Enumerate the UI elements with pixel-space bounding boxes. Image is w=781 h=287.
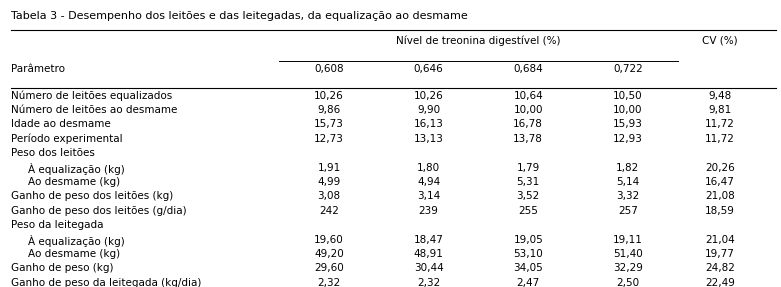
Text: 4,94: 4,94 bbox=[417, 177, 440, 187]
Text: 19,60: 19,60 bbox=[314, 234, 344, 245]
Text: 13,78: 13,78 bbox=[513, 134, 543, 144]
Text: 5,31: 5,31 bbox=[516, 177, 540, 187]
Text: 10,26: 10,26 bbox=[314, 91, 344, 101]
Text: 20,26: 20,26 bbox=[704, 163, 735, 173]
Text: 5,14: 5,14 bbox=[616, 177, 640, 187]
Text: 13,13: 13,13 bbox=[414, 134, 444, 144]
Text: 10,26: 10,26 bbox=[414, 91, 444, 101]
Text: 3,14: 3,14 bbox=[417, 191, 440, 201]
Text: Peso da leitegada: Peso da leitegada bbox=[11, 220, 103, 230]
Text: 21,08: 21,08 bbox=[704, 191, 735, 201]
Text: 19,05: 19,05 bbox=[513, 234, 543, 245]
Text: 242: 242 bbox=[319, 206, 339, 216]
Text: 2,32: 2,32 bbox=[317, 278, 341, 287]
Text: Ganho de peso dos leitões (g/dia): Ganho de peso dos leitões (g/dia) bbox=[11, 206, 187, 216]
Text: 9,81: 9,81 bbox=[708, 105, 731, 115]
Text: 22,49: 22,49 bbox=[704, 278, 735, 287]
Text: 15,93: 15,93 bbox=[613, 119, 643, 129]
Text: Ganho de peso da leitegada (kg/dia): Ganho de peso da leitegada (kg/dia) bbox=[11, 278, 201, 287]
Text: 0,722: 0,722 bbox=[613, 64, 643, 74]
Text: 10,00: 10,00 bbox=[513, 105, 543, 115]
Text: 4,99: 4,99 bbox=[317, 177, 341, 187]
Text: 1,79: 1,79 bbox=[516, 163, 540, 173]
Text: Nível de treonina digestível (%): Nível de treonina digestível (%) bbox=[396, 35, 561, 46]
Text: Ganho de peso (kg): Ganho de peso (kg) bbox=[11, 263, 113, 273]
Text: 53,10: 53,10 bbox=[513, 249, 543, 259]
Text: Número de leitões equalizados: Número de leitões equalizados bbox=[11, 91, 172, 101]
Text: 12,93: 12,93 bbox=[613, 134, 643, 144]
Text: 16,47: 16,47 bbox=[704, 177, 735, 187]
Text: 19,11: 19,11 bbox=[613, 234, 643, 245]
Text: 255: 255 bbox=[519, 206, 538, 216]
Text: Tabela 3 - Desempenho dos leitões e das leitegadas, da equalização ao desmame: Tabela 3 - Desempenho dos leitões e das … bbox=[11, 11, 468, 21]
Text: 11,72: 11,72 bbox=[704, 119, 735, 129]
Text: 257: 257 bbox=[618, 206, 638, 216]
Text: 16,78: 16,78 bbox=[513, 119, 543, 129]
Text: 2,47: 2,47 bbox=[516, 278, 540, 287]
Text: 0,684: 0,684 bbox=[513, 64, 543, 74]
Text: 49,20: 49,20 bbox=[314, 249, 344, 259]
Text: 19,77: 19,77 bbox=[704, 249, 735, 259]
Text: 34,05: 34,05 bbox=[513, 263, 543, 273]
Text: 30,44: 30,44 bbox=[414, 263, 444, 273]
Text: À equalização (kg): À equalização (kg) bbox=[28, 163, 125, 174]
Text: 1,91: 1,91 bbox=[317, 163, 341, 173]
Text: 29,60: 29,60 bbox=[314, 263, 344, 273]
Text: Ganho de peso dos leitões (kg): Ganho de peso dos leitões (kg) bbox=[11, 191, 173, 201]
Text: 1,80: 1,80 bbox=[417, 163, 440, 173]
Text: 10,50: 10,50 bbox=[613, 91, 643, 101]
Text: 24,82: 24,82 bbox=[704, 263, 735, 273]
Text: CV (%): CV (%) bbox=[702, 35, 737, 45]
Text: 3,32: 3,32 bbox=[616, 191, 640, 201]
Text: Peso dos leitões: Peso dos leitões bbox=[11, 148, 95, 158]
Text: 51,40: 51,40 bbox=[613, 249, 643, 259]
Text: 18,59: 18,59 bbox=[704, 206, 735, 216]
Text: 2,32: 2,32 bbox=[417, 278, 440, 287]
Text: 15,73: 15,73 bbox=[314, 119, 344, 129]
Text: 10,64: 10,64 bbox=[513, 91, 543, 101]
Text: Ao desmame (kg): Ao desmame (kg) bbox=[28, 249, 120, 259]
Text: Período experimental: Período experimental bbox=[11, 134, 123, 144]
Text: 1,82: 1,82 bbox=[616, 163, 640, 173]
Text: 239: 239 bbox=[419, 206, 439, 216]
Text: 9,48: 9,48 bbox=[708, 91, 731, 101]
Text: Ao desmame (kg): Ao desmame (kg) bbox=[28, 177, 120, 187]
Text: 10,00: 10,00 bbox=[613, 105, 643, 115]
Text: 3,08: 3,08 bbox=[317, 191, 341, 201]
Text: 12,73: 12,73 bbox=[314, 134, 344, 144]
Text: 21,04: 21,04 bbox=[704, 234, 735, 245]
Text: Idade ao desmame: Idade ao desmame bbox=[11, 119, 110, 129]
Text: 0,646: 0,646 bbox=[414, 64, 444, 74]
Text: 16,13: 16,13 bbox=[414, 119, 444, 129]
Text: À equalização (kg): À equalização (kg) bbox=[28, 234, 125, 247]
Text: 32,29: 32,29 bbox=[613, 263, 643, 273]
Text: 0,608: 0,608 bbox=[314, 64, 344, 74]
Text: 9,90: 9,90 bbox=[417, 105, 440, 115]
Text: 9,86: 9,86 bbox=[317, 105, 341, 115]
Text: Número de leitões ao desmame: Número de leitões ao desmame bbox=[11, 105, 177, 115]
Text: 18,47: 18,47 bbox=[414, 234, 444, 245]
Text: Parâmetro: Parâmetro bbox=[11, 64, 65, 74]
Text: 48,91: 48,91 bbox=[414, 249, 444, 259]
Text: 3,52: 3,52 bbox=[516, 191, 540, 201]
Text: 2,50: 2,50 bbox=[616, 278, 640, 287]
Text: 11,72: 11,72 bbox=[704, 134, 735, 144]
